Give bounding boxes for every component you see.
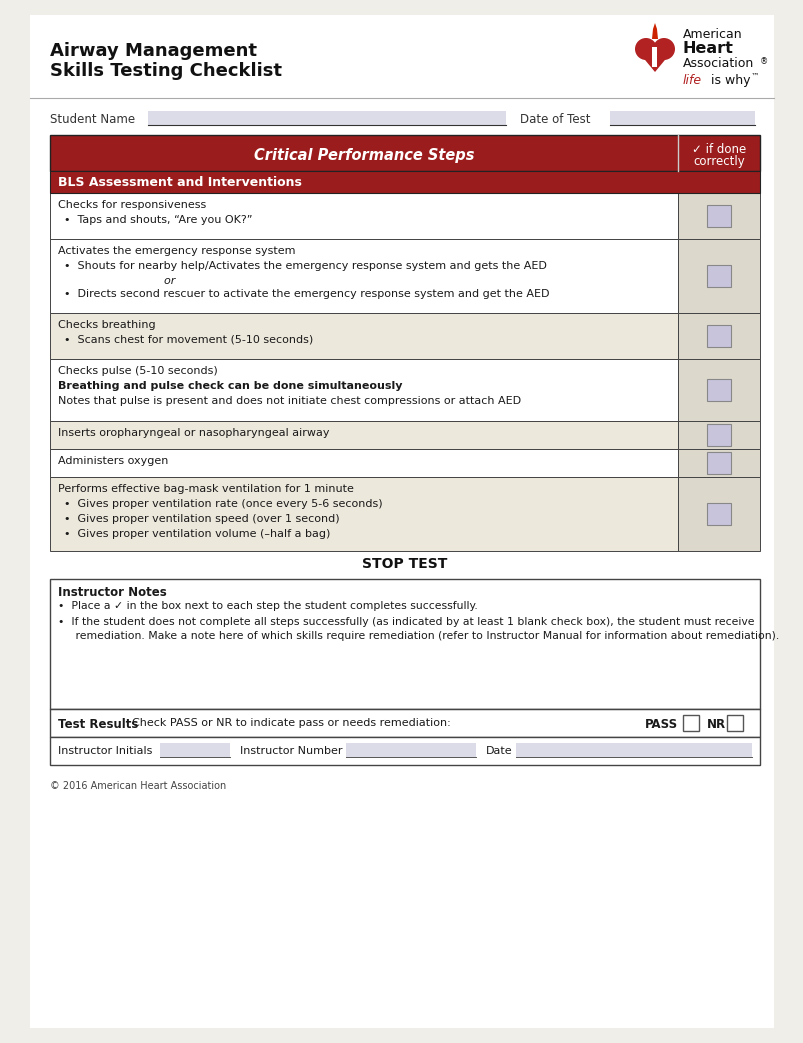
Bar [50,193,677,239]
Text: Checks for responsiveness: Checks for responsiveness [58,200,206,210]
Polygon shape [651,23,657,39]
Bar [683,715,698,731]
Bar [50,171,759,193]
Bar [677,421,759,448]
Bar [50,737,759,765]
Bar [50,709,759,737]
Bar [677,313,759,359]
Text: is why: is why [706,74,749,87]
Bar [706,379,730,401]
Bar [50,477,677,551]
Text: •  Gives proper ventilation speed (over 1 second): • Gives proper ventilation speed (over 1… [64,514,339,524]
Text: Airway Management: Airway Management [50,42,257,60]
Text: Instructor Initials: Instructor Initials [58,746,153,756]
Ellipse shape [634,38,656,60]
Text: correctly: correctly [692,155,744,168]
Bar [652,47,657,67]
Text: •  Gives proper ventilation volume (–half a bag): • Gives proper ventilation volume (–half… [64,529,330,539]
Text: ®: ® [759,57,768,66]
Text: Inserts oropharyngeal or nasopharyngeal airway: Inserts oropharyngeal or nasopharyngeal … [58,428,329,438]
Text: remediation. Make a note here of which skills require remediation (refer to Inst: remediation. Make a note here of which s… [58,631,778,641]
Ellipse shape [652,38,675,60]
Text: ™: ™ [750,72,758,81]
Bar [677,193,759,239]
Bar [726,715,742,731]
Text: or: or [108,276,175,286]
Bar [50,359,677,421]
Text: Instructor Number: Instructor Number [240,746,342,756]
Text: Date: Date [485,746,512,756]
Text: life: life [683,74,701,87]
Text: Instructor Notes: Instructor Notes [58,586,166,599]
Bar [706,425,730,446]
Text: Checks pulse (5-10 seconds): Checks pulse (5-10 seconds) [58,366,218,375]
Text: Test Results: Test Results [58,718,138,731]
Text: STOP TEST: STOP TEST [362,557,447,571]
Text: Performs effective bag-mask ventilation for 1 minute: Performs effective bag-mask ventilation … [58,484,353,494]
Bar [706,205,730,227]
Text: •  Shouts for nearby help/Activates the emergency response system and gets the A: • Shouts for nearby help/Activates the e… [64,261,546,271]
Bar [160,743,230,757]
Text: Check PASS or NR to indicate pass or needs remediation:: Check PASS or NR to indicate pass or nee… [132,718,450,728]
Bar [706,503,730,525]
Text: Skills Testing Checklist: Skills Testing Checklist [50,62,282,80]
Bar [50,421,677,448]
Text: PASS: PASS [644,718,677,731]
Text: •  Taps and shouts, “Are you OK?”: • Taps and shouts, “Are you OK?” [64,215,252,225]
Bar [609,111,754,125]
Text: ✓ if done: ✓ if done [691,143,745,156]
Bar [677,477,759,551]
Polygon shape [635,49,673,72]
Bar [50,239,677,313]
Text: Activates the emergency response system: Activates the emergency response system [58,246,296,256]
Text: NR: NR [706,718,725,731]
Bar [50,448,677,477]
Text: •  Directs second rescuer to activate the emergency response system and get the : • Directs second rescuer to activate the… [64,289,548,299]
Bar [50,135,759,171]
Bar [677,359,759,421]
Text: Checks breathing: Checks breathing [58,320,156,330]
Bar [677,448,759,477]
Bar [50,313,677,359]
Text: Heart: Heart [683,41,733,56]
Text: © 2016 American Heart Association: © 2016 American Heart Association [50,781,226,791]
Text: Student Name: Student Name [50,113,135,126]
Text: Date of Test: Date of Test [520,113,589,126]
Text: BLS Assessment and Interventions: BLS Assessment and Interventions [58,176,301,189]
Bar [677,239,759,313]
Bar [148,111,505,125]
Text: Critical Performance Steps: Critical Performance Steps [254,148,474,163]
Text: American: American [683,28,742,41]
Text: •  Gives proper ventilation rate (once every 5-6 seconds): • Gives proper ventilation rate (once ev… [64,499,382,509]
Bar [706,452,730,474]
Bar [50,579,759,709]
Text: Breathing and pulse check can be done simultaneously: Breathing and pulse check can be done si… [58,381,402,391]
Text: •  If the student does not complete all steps successfully (as indicated by at l: • If the student does not complete all s… [58,617,753,627]
Text: Administers oxygen: Administers oxygen [58,456,168,466]
Bar [706,265,730,287]
Text: •  Place a ✓ in the box next to each step the student completes successfully.: • Place a ✓ in the box next to each step… [58,601,477,611]
Text: •  Scans chest for movement (5-10 seconds): • Scans chest for movement (5-10 seconds… [64,335,313,345]
Text: Association: Association [683,57,753,70]
Bar [516,743,751,757]
Bar [345,743,475,757]
Text: Notes that pulse is present and does not initiate chest compressions or attach A: Notes that pulse is present and does not… [58,396,520,406]
Bar [706,325,730,347]
